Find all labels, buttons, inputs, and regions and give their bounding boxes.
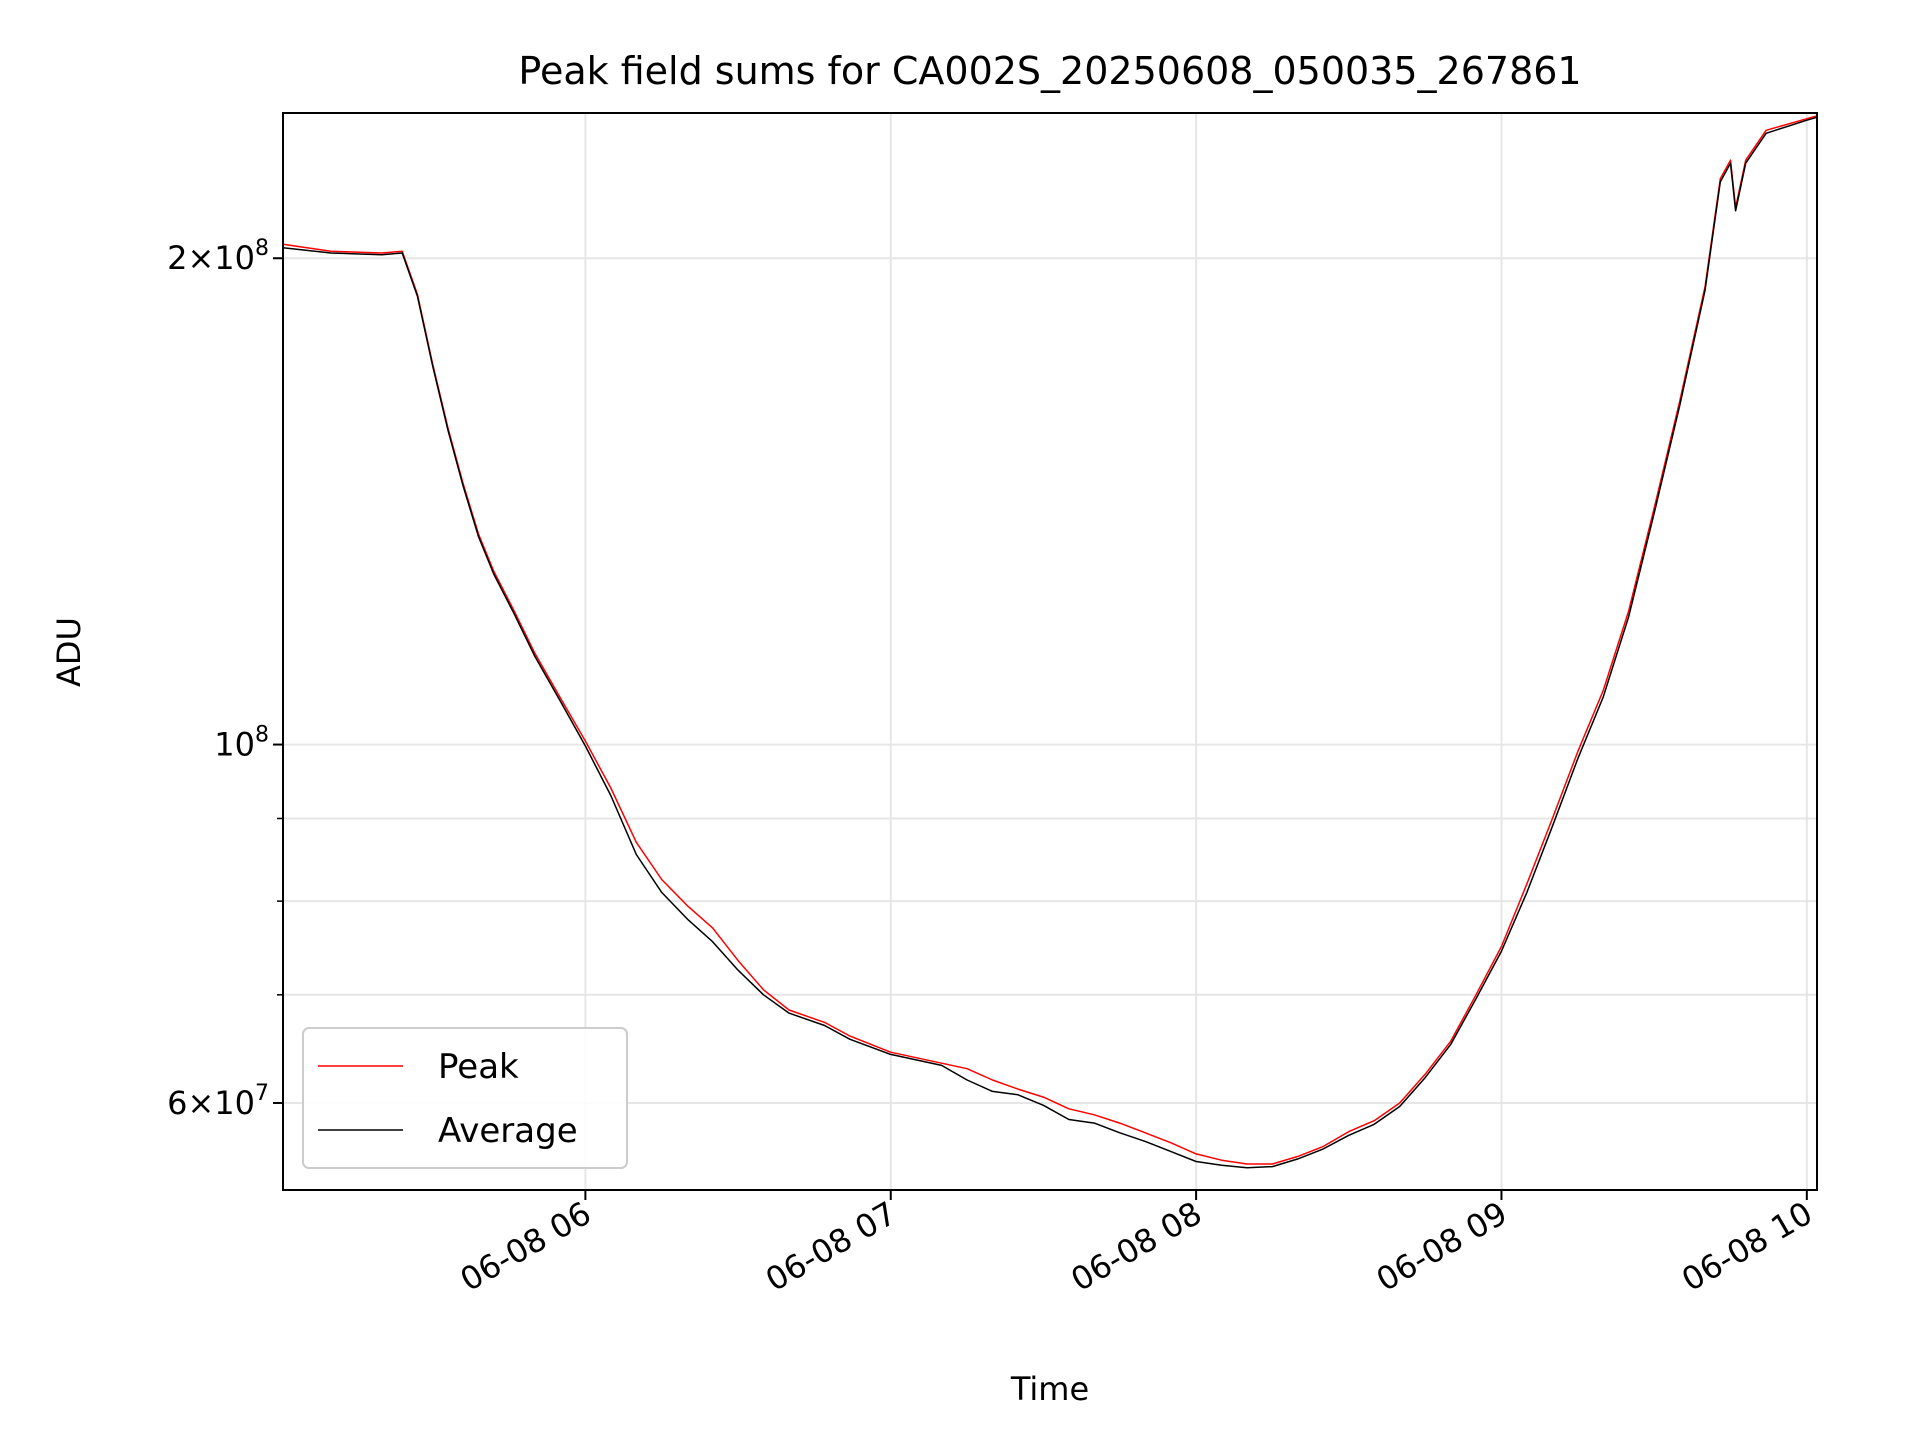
y-tick-label: 6×107 — [167, 1081, 269, 1122]
legend-label-average: Average — [438, 1111, 578, 1151]
series-line-average — [282, 116, 1818, 1169]
x-axis-ticks: 06-08 06 06-08 07 06-08 08 06-08 09 06-08 10 — [454, 1190, 1819, 1299]
legend: Peak Average — [302, 1027, 628, 1169]
series-line-peak — [282, 115, 1818, 1165]
y-axis-label: ADU — [50, 617, 88, 687]
legend-box — [302, 1027, 628, 1169]
x-tick-label: 06-08 09 — [1370, 1194, 1514, 1299]
x-axis-label: Time — [1010, 1370, 1089, 1408]
x-tick-label: 06-08 10 — [1675, 1194, 1819, 1299]
plot-frame — [282, 112, 1818, 1191]
x-tick-label: 06-08 06 — [454, 1194, 598, 1299]
series-layer — [282, 115, 1818, 1169]
chart-title: Peak field sums for CA002S_20250608_0500… — [518, 49, 1581, 93]
x-tick-label: 06-08 07 — [759, 1194, 903, 1299]
y-axis-ticks: 6×107 108 2×108 — [167, 236, 283, 1122]
y-tick-label: 2×108 — [167, 236, 269, 277]
grid — [283, 113, 1817, 1190]
x-tick-label: 06-08 08 — [1065, 1194, 1209, 1299]
legend-label-peak: Peak — [438, 1047, 519, 1087]
y-tick-label: 108 — [214, 723, 269, 764]
